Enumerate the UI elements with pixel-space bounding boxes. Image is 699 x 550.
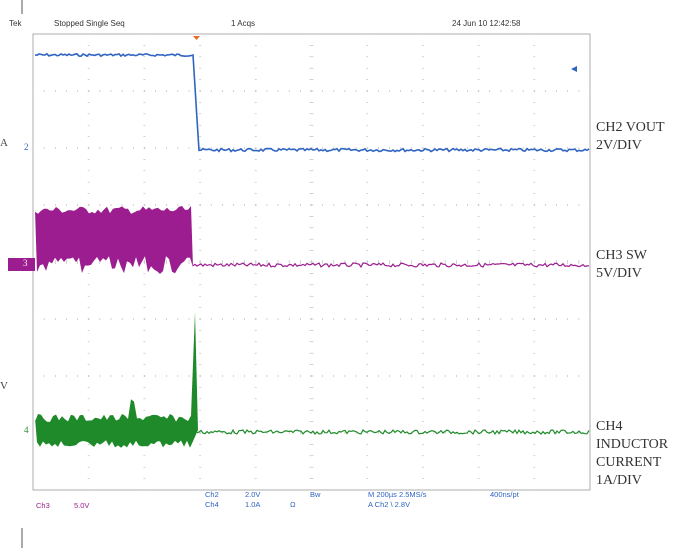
trigger-level-marker [571, 66, 577, 72]
ch4-label-line: CURRENT [596, 455, 662, 470]
ch3-footer-scale: 5.0V [74, 501, 90, 510]
ch3-label-line: CH3 SW [596, 248, 647, 263]
ch3-marker: 3 [23, 258, 28, 268]
ch2-label: CH2 VOUT 2V/DIV [596, 119, 665, 155]
ch3-sw-switching-band [35, 206, 193, 274]
timestamp: 24 Jun 10 12:42:58 [452, 19, 521, 28]
ch4-marker: 4 [24, 425, 29, 435]
ch2-marker: 2 [24, 142, 29, 152]
ch4-inductor-current-trace [196, 428, 590, 436]
ch3-label: CH3 SW 5V/DIV [596, 247, 647, 283]
ch4-label-line: CH4 [596, 419, 623, 434]
left-edge-letter-a: A [0, 137, 8, 149]
acquisition-status: Stopped Single Seq [54, 19, 125, 28]
bandwidth-indicator: Bw [310, 490, 321, 499]
ch4-impedance-symbol: Ω [290, 500, 296, 509]
left-edge-letter-v: V [0, 380, 8, 392]
timebase-readout: M 200µs 2.5MS/s [368, 490, 427, 499]
ch2-footer-label: Ch2 [205, 490, 219, 499]
ch3-label-line: 5V/DIV [596, 266, 642, 281]
ch3-ground-marker [8, 258, 35, 271]
ch4-label: CH4 INDUCTOR CURRENT 1A/DIV [596, 418, 668, 490]
record-resolution: 400ns/pt [490, 490, 519, 499]
ch3-sw-trace [192, 262, 590, 269]
ch2-label-line: CH2 VOUT [596, 120, 665, 135]
ch2-label-line: 2V/DIV [596, 138, 642, 153]
trigger-position-marker [193, 36, 200, 40]
ch4-footer-label: Ch4 [205, 500, 219, 509]
ch3-footer-label: Ch3 [36, 501, 50, 510]
brand-label: Tek [9, 19, 22, 28]
ch4-footer-scale: 1.0A [245, 500, 261, 509]
ch4-inductor-current-band [35, 312, 198, 448]
ch2-footer-scale: 2.0V [245, 490, 261, 499]
acquisition-count: 1 Acqs [231, 19, 256, 28]
ch4-label-line: INDUCTOR [596, 437, 669, 452]
ch2-vout-trace [34, 52, 590, 153]
trigger-readout: A Ch2 \ 2.8V [368, 500, 411, 509]
ch4-label-line: 1A/DIV [596, 473, 642, 488]
